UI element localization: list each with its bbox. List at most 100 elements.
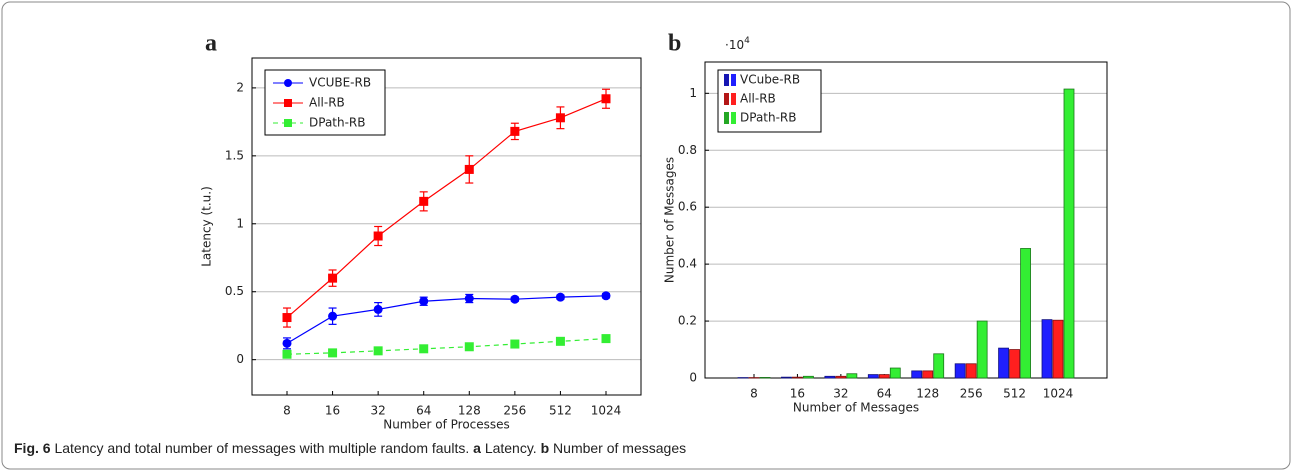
legend-marker	[284, 79, 292, 87]
point	[328, 348, 337, 357]
y-tick-label: 0	[689, 371, 697, 385]
figure-border	[2, 2, 1290, 469]
point	[556, 337, 565, 346]
caption-b: b	[541, 440, 550, 456]
bar	[1064, 89, 1074, 378]
point	[419, 344, 428, 353]
x-tick-label: 16	[790, 387, 805, 401]
bar	[760, 377, 770, 378]
panel-label: a	[205, 31, 217, 57]
point	[510, 340, 519, 349]
point	[510, 127, 519, 136]
bar	[803, 376, 813, 378]
bar	[1042, 320, 1052, 378]
x-tick-label: 8	[750, 387, 758, 401]
bar	[792, 377, 802, 378]
legend-label: VCUBE-RB	[309, 76, 371, 90]
y-tick-label: 0.5	[225, 284, 244, 298]
x-tick-label: 64	[877, 387, 892, 401]
point	[602, 94, 611, 103]
y-axis-label: Number of Messages	[663, 157, 677, 283]
bar	[912, 371, 922, 378]
legend-label: DPath-RB	[309, 116, 366, 130]
point	[283, 350, 292, 359]
legend-swatch	[724, 93, 729, 105]
point	[465, 294, 474, 303]
legend-swatch	[731, 93, 736, 105]
panel-label: b	[668, 31, 681, 57]
point	[602, 334, 611, 343]
point	[556, 113, 565, 122]
legend-swatch	[731, 112, 736, 124]
caption: Fig. 6 Latency and total number of messa…	[14, 440, 686, 456]
y-tick-label: 1	[689, 86, 697, 100]
caption-b-text: Number of messages	[553, 440, 686, 456]
y-tick-label: 1	[236, 216, 244, 230]
point	[374, 305, 383, 314]
y-offset-label: ·104	[725, 36, 750, 52]
point	[328, 312, 337, 321]
legend-marker	[284, 99, 292, 107]
legend: VCUBE-RB All-RB DPath-RB	[265, 70, 385, 135]
point	[419, 197, 428, 206]
point	[510, 295, 519, 304]
legend-swatch	[731, 74, 736, 86]
bar	[847, 374, 857, 378]
caption-text: Latency and total number of messages wit…	[54, 440, 469, 456]
point	[419, 297, 428, 306]
x-axis-label: Number of Processes	[383, 418, 510, 432]
legend-marker	[284, 119, 292, 127]
x-tick-label: 1024	[591, 404, 622, 418]
bar	[977, 321, 987, 378]
bar	[836, 376, 846, 378]
point	[283, 313, 292, 322]
bar	[966, 364, 976, 378]
bar	[825, 376, 835, 378]
bar	[890, 368, 900, 378]
y-tick-label: 2	[236, 80, 244, 94]
x-tick-label: 1024	[1043, 387, 1074, 401]
x-tick-label: 16	[325, 404, 340, 418]
legend-label: All-RB	[309, 96, 345, 110]
bar	[1021, 248, 1031, 378]
y-tick-label: 1.5	[225, 148, 244, 162]
x-tick-label: 64	[416, 404, 431, 418]
x-tick-label: 8	[283, 404, 291, 418]
y-offset-exponent: 4	[744, 36, 750, 46]
point	[374, 346, 383, 355]
x-tick-label: 128	[916, 387, 939, 401]
x-tick-label: 512	[1003, 387, 1026, 401]
legend: VCube-RB All-RB DPath-RB	[718, 70, 821, 132]
y-tick-label: 0	[236, 352, 244, 366]
bar	[868, 375, 878, 378]
bar	[1053, 320, 1063, 378]
bar	[781, 377, 791, 378]
x-tick-label: 32	[371, 404, 386, 418]
point	[465, 165, 474, 174]
legend-label: All-RB	[740, 92, 776, 106]
caption-a-text: Latency.	[485, 440, 537, 456]
bar	[999, 348, 1009, 378]
legend-label: DPath-RB	[740, 111, 797, 125]
y-tick-label: 0.6	[678, 200, 697, 214]
y-tick-label: 0.4	[678, 257, 697, 271]
y-offset-base: ·10	[725, 38, 744, 52]
point	[374, 232, 383, 241]
bar	[879, 375, 889, 378]
x-axis-label: Number of Messages	[793, 401, 919, 415]
point	[602, 291, 611, 300]
point	[283, 339, 292, 348]
point	[328, 274, 337, 283]
x-tick-label: 256	[960, 387, 983, 401]
point	[556, 293, 565, 302]
bar	[955, 364, 965, 378]
x-tick-label: 256	[503, 404, 526, 418]
legend-label: VCube-RB	[740, 73, 800, 87]
bar	[923, 371, 933, 378]
y-tick-label: 0.8	[678, 143, 697, 157]
y-axis-label: Latency (t.u.)	[200, 186, 214, 267]
y-tick-label: 0.2	[678, 314, 697, 328]
x-tick-label: 512	[549, 404, 572, 418]
bar	[1010, 350, 1020, 378]
